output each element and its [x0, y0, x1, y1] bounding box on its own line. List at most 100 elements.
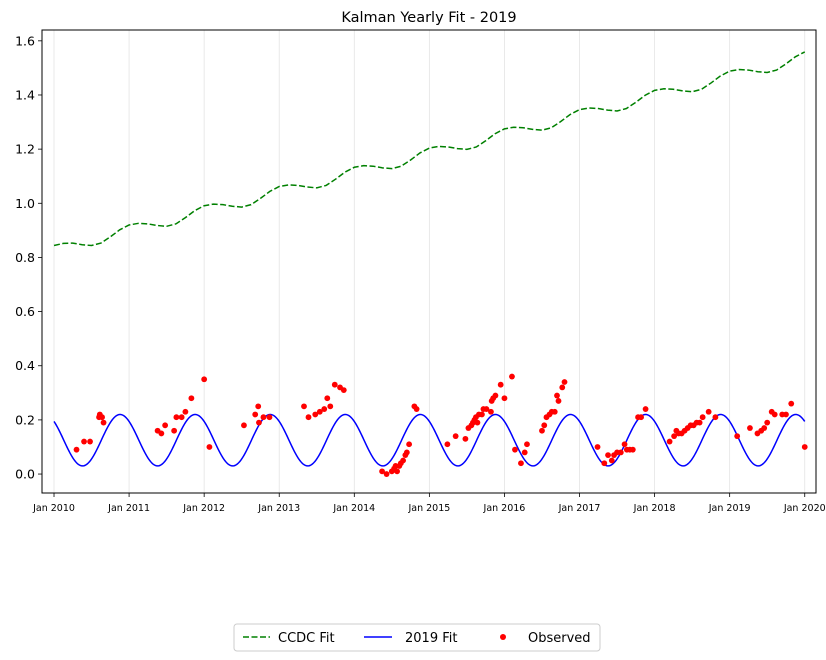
observed-point: [671, 433, 678, 440]
observed-point: [327, 403, 334, 410]
observed-point: [452, 433, 459, 440]
observed-point: [260, 414, 267, 421]
observed-point: [182, 408, 189, 415]
observed-point: [462, 435, 469, 442]
observed-point: [394, 468, 400, 475]
observed-point: [100, 419, 107, 426]
observed-point: [406, 441, 413, 448]
grid-layer: [53, 30, 806, 493]
observed-point: [87, 438, 93, 445]
x-tick-label: Jan 2018: [633, 503, 676, 514]
x-tick-label: Jan 2014: [332, 503, 375, 514]
observed-point: [206, 444, 213, 450]
observed-point: [173, 414, 180, 421]
observed-point: [301, 403, 307, 410]
observed-point: [413, 406, 420, 412]
observed-point: [761, 425, 768, 431]
y-tick-label: 0.4: [15, 358, 35, 373]
observed-point: [171, 427, 178, 434]
legend-ccdc-label: CCDC Fit: [278, 631, 335, 646]
observed-point: [734, 433, 741, 440]
observed-point: [524, 441, 530, 448]
observed-point: [403, 449, 410, 456]
y-tick-label: 0.2: [15, 412, 35, 427]
observed-point: [601, 460, 608, 467]
observed-point: [512, 446, 518, 453]
observed-point: [331, 381, 338, 388]
observed-point: [474, 419, 481, 426]
x-tick-label: Jan 2012: [182, 503, 225, 514]
observed-point: [559, 384, 566, 391]
observed-point: [617, 449, 624, 456]
observed-point: [256, 419, 262, 426]
observed-point: [312, 411, 319, 418]
observed-point: [509, 373, 515, 380]
x-tick-label: Jan 2015: [407, 503, 450, 514]
x-tick-label: Jan 2020: [783, 503, 826, 514]
x-tick-label: Jan 2013: [257, 503, 300, 514]
legend-observed-label: Observed: [528, 631, 591, 646]
observed-point: [801, 444, 808, 450]
observed-point: [712, 414, 719, 421]
legend-observed-swatch: [500, 634, 506, 640]
observed-point: [241, 422, 247, 429]
ccdc-fit-line: [53, 51, 806, 247]
observed-point: [266, 414, 273, 421]
observed-point: [492, 392, 499, 399]
observed-point: [555, 398, 562, 404]
observed-point: [539, 427, 545, 434]
observed-point: [696, 419, 703, 426]
observed-point: [178, 414, 185, 421]
observed-point: [501, 395, 508, 402]
x-tick-label: Jan 2010: [32, 503, 75, 514]
observed-point: [444, 441, 451, 448]
observed-point: [162, 422, 169, 429]
observed-point: [521, 449, 528, 456]
y-tick-label: 1.0: [15, 196, 35, 211]
observed-point: [629, 446, 636, 453]
observed-point: [324, 395, 331, 402]
observed-point: [379, 468, 385, 475]
x-tick-label: Jan 2016: [483, 503, 526, 514]
chart-title: Kalman Yearly Fit - 2019: [341, 10, 516, 26]
observed-point: [255, 403, 262, 410]
observed-point: [99, 414, 105, 421]
x-tick-label: Jan 2011: [107, 503, 150, 514]
observed-point: [747, 425, 753, 431]
observed-point: [81, 438, 87, 445]
observed-point: [666, 438, 673, 445]
observed-point: [400, 457, 406, 464]
observed-point: [783, 411, 789, 418]
observed-point: [605, 452, 611, 458]
series-layer: [53, 51, 806, 467]
y-tick-label: 0.6: [15, 304, 35, 319]
y-tick-label: 1.2: [15, 142, 35, 157]
x-tick-label: Jan 2017: [558, 503, 601, 514]
observed-point: [488, 408, 494, 415]
observed-point: [383, 471, 390, 477]
observed-point: [642, 406, 649, 412]
observed-point: [497, 381, 504, 388]
observed-point: [73, 446, 80, 453]
observed-point: [788, 400, 795, 407]
observed-point: [705, 408, 712, 415]
observed-point: [541, 422, 548, 429]
fit-2019-line: [53, 413, 806, 467]
observed-point: [483, 406, 490, 412]
observed-point: [608, 457, 615, 464]
y-tick-label: 0.8: [15, 250, 35, 265]
observed-point: [321, 406, 328, 412]
observed-point: [764, 419, 771, 426]
observed-point: [201, 376, 208, 383]
x-axis: Jan 2010 Jan 2011 Jan 2012 Jan 2013 Jan 2014…: [32, 493, 826, 514]
legend-box: [233, 623, 601, 652]
observed-point: [561, 379, 568, 385]
observed-points-layer: [73, 373, 808, 477]
legend: CCDC Fit 2019 Fit Observed: [233, 623, 601, 652]
observed-point: [554, 392, 560, 399]
observed-point: [188, 395, 195, 402]
y-axis: 0.0 0.2 0.4 0.6 0.8 1.0 1.2 1.4 1.6: [15, 33, 42, 482]
observed-point: [252, 411, 259, 418]
x-tick-label: Jan 2019: [708, 503, 751, 514]
